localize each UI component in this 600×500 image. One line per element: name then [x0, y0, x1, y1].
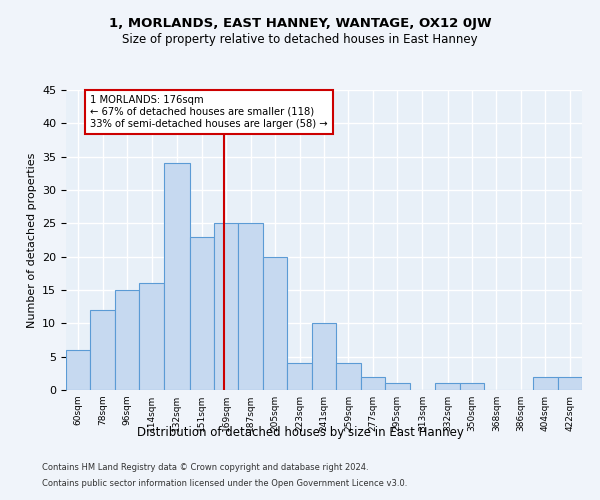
Bar: [436, 384, 460, 390]
Bar: [361, 376, 385, 390]
Bar: [164, 164, 190, 390]
Text: Contains public sector information licensed under the Open Government Licence v3: Contains public sector information licen…: [42, 478, 407, 488]
Text: 1 MORLANDS: 176sqm
← 67% of detached houses are smaller (118)
33% of semi-detach: 1 MORLANDS: 176sqm ← 67% of detached hou…: [91, 96, 328, 128]
Bar: [115, 290, 139, 390]
Bar: [238, 224, 263, 390]
Text: Contains HM Land Registry data © Crown copyright and database right 2024.: Contains HM Land Registry data © Crown c…: [42, 464, 368, 472]
Text: 1, MORLANDS, EAST HANNEY, WANTAGE, OX12 0JW: 1, MORLANDS, EAST HANNEY, WANTAGE, OX12 …: [109, 18, 491, 30]
Bar: [557, 376, 582, 390]
Bar: [312, 324, 336, 390]
Bar: [336, 364, 361, 390]
Y-axis label: Number of detached properties: Number of detached properties: [26, 152, 37, 328]
Bar: [214, 224, 238, 390]
Bar: [263, 256, 287, 390]
Text: Size of property relative to detached houses in East Hanney: Size of property relative to detached ho…: [122, 32, 478, 46]
Bar: [385, 384, 410, 390]
Bar: [287, 364, 312, 390]
Bar: [139, 284, 164, 390]
Bar: [533, 376, 557, 390]
Bar: [460, 384, 484, 390]
Text: Distribution of detached houses by size in East Hanney: Distribution of detached houses by size …: [137, 426, 463, 439]
Bar: [190, 236, 214, 390]
Bar: [91, 310, 115, 390]
Bar: [66, 350, 91, 390]
